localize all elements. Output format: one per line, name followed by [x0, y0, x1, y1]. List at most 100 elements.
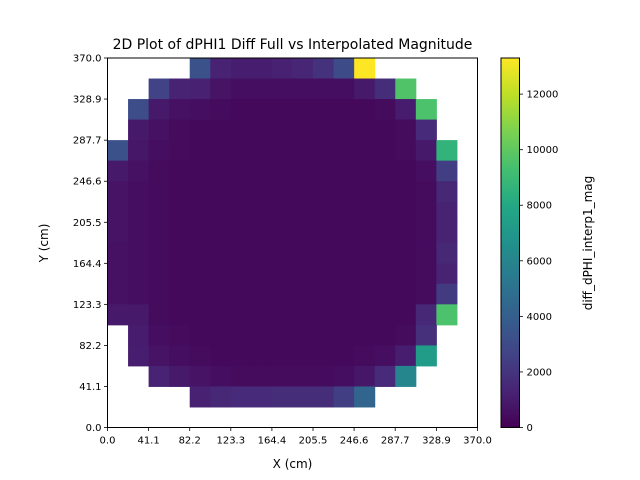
- heatmap-cell: [271, 386, 293, 408]
- heatmap-cell: [374, 304, 396, 326]
- heatmap-cell: [415, 324, 437, 346]
- heatmap-cell: [251, 365, 273, 387]
- heatmap-cell: [210, 365, 232, 387]
- heatmap-cell: [415, 119, 437, 141]
- heatmap-cell: [333, 283, 355, 305]
- heatmap-cell: [189, 345, 211, 367]
- heatmap-cell: [169, 324, 191, 346]
- heatmap-cell: [128, 242, 150, 264]
- heatmap-cell: [374, 140, 396, 162]
- heatmap-cell: [333, 365, 355, 387]
- heatmap-cell: [271, 140, 293, 162]
- heatmap-cell: [415, 99, 437, 121]
- heatmap-cell: [251, 304, 273, 326]
- heatmap-cell: [415, 304, 437, 326]
- heatmap-cell: [230, 324, 252, 346]
- heatmap-cell: [395, 119, 417, 141]
- heatmap-cell: [189, 140, 211, 162]
- heatmap-cell: [210, 222, 232, 244]
- heatmap-cell: [354, 365, 376, 387]
- heatmap-cell: [415, 222, 437, 244]
- heatmap-cell: [251, 263, 273, 285]
- heatmap-cell: [148, 324, 170, 346]
- heatmap-cell: [210, 160, 232, 182]
- heatmap-cell: [148, 283, 170, 305]
- heatmap-cell: [436, 140, 458, 162]
- heatmap-cell: [292, 283, 314, 305]
- heatmap-cell: [230, 201, 252, 223]
- heatmap-cell: [148, 140, 170, 162]
- heatmap-cell: [128, 201, 150, 223]
- heatmap-cell: [230, 345, 252, 367]
- heatmap-cell: [436, 242, 458, 264]
- heatmap-cell: [230, 119, 252, 141]
- x-axis-ticks: 0.0 41.1 82.2 123.3 164.4 205.5 246.6 287.7 328.…: [100, 427, 492, 447]
- heatmap-cell: [128, 181, 150, 203]
- heatmap-cell: [251, 201, 273, 223]
- heatmap-cell: [271, 324, 293, 346]
- heatmap-cell: [230, 365, 252, 387]
- heatmap-cell: [189, 99, 211, 121]
- heatmap-cell: [148, 345, 170, 367]
- heatmap-cell: [230, 242, 252, 264]
- heatmap-cell: [148, 78, 170, 100]
- heatmap-cell: [271, 242, 293, 264]
- heatmap-cell: [210, 263, 232, 285]
- heatmap-cell: [210, 304, 232, 326]
- heatmap-cell: [333, 201, 355, 223]
- heatmap-cell: [210, 78, 232, 100]
- heatmap-cell: [333, 304, 355, 326]
- heatmap-cell: [436, 222, 458, 244]
- heatmap-cell: [128, 119, 150, 141]
- heatmap-cell: [436, 304, 458, 326]
- heatmap-cell: [415, 283, 437, 305]
- heatmap-cell: [128, 263, 150, 285]
- heatmap-cell: [292, 263, 314, 285]
- heatmap-cell: [436, 201, 458, 223]
- heatmap-cell: [415, 345, 437, 367]
- heatmap-cell: [354, 119, 376, 141]
- heatmap-cell: [107, 304, 129, 326]
- heatmap-cell: [271, 283, 293, 305]
- heatmap-cell: [169, 201, 191, 223]
- heatmap-cell: [210, 324, 232, 346]
- heatmap-cell: [169, 345, 191, 367]
- heatmap-cell: [374, 181, 396, 203]
- heatmap-cell: [230, 181, 252, 203]
- heatmap-cell: [148, 160, 170, 182]
- heatmap-cell: [292, 78, 314, 100]
- heatmap-cell: [107, 160, 129, 182]
- heatmap-cell: [436, 263, 458, 285]
- colorbar-tick-label: 12000: [527, 90, 559, 101]
- y-tick-label: 328.9: [73, 95, 102, 106]
- heatmap-cell: [251, 386, 273, 408]
- heatmap-cell: [128, 345, 150, 367]
- x-tick-label: 205.5: [299, 436, 328, 447]
- heatmap-cell: [374, 201, 396, 223]
- heatmap-cell: [374, 160, 396, 182]
- heatmap-cell: [251, 181, 273, 203]
- heatmap-cell: [354, 263, 376, 285]
- heatmap-cell: [271, 222, 293, 244]
- x-axis-label: X (cm): [273, 457, 313, 471]
- heatmap-cell: [415, 160, 437, 182]
- heatmap-cell: [251, 283, 273, 305]
- heatmap-cell: [210, 345, 232, 367]
- heatmap-cell: [354, 140, 376, 162]
- heatmap-cell: [374, 263, 396, 285]
- heatmap-cell: [354, 345, 376, 367]
- heatmap-cell: [313, 386, 335, 408]
- heatmap-cell: [189, 365, 211, 387]
- heatmap-cell: [230, 78, 252, 100]
- heatmap-cell: [210, 119, 232, 141]
- heatmap-cell: [128, 140, 150, 162]
- heatmap-cell: [333, 58, 355, 80]
- heatmap-cell: [292, 222, 314, 244]
- colorbar-label: diff_dPHI_interp1_mag: [581, 176, 595, 311]
- heatmap-cell: [128, 160, 150, 182]
- heatmap-cell: [354, 324, 376, 346]
- heatmap-cell: [374, 242, 396, 264]
- heatmap-cell: [374, 345, 396, 367]
- heatmap-cell: [251, 78, 273, 100]
